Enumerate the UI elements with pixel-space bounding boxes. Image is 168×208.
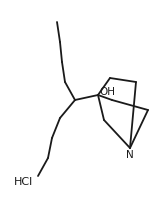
Text: HCl: HCl [14,177,33,187]
Text: N: N [126,150,134,160]
Text: OH: OH [99,87,115,97]
